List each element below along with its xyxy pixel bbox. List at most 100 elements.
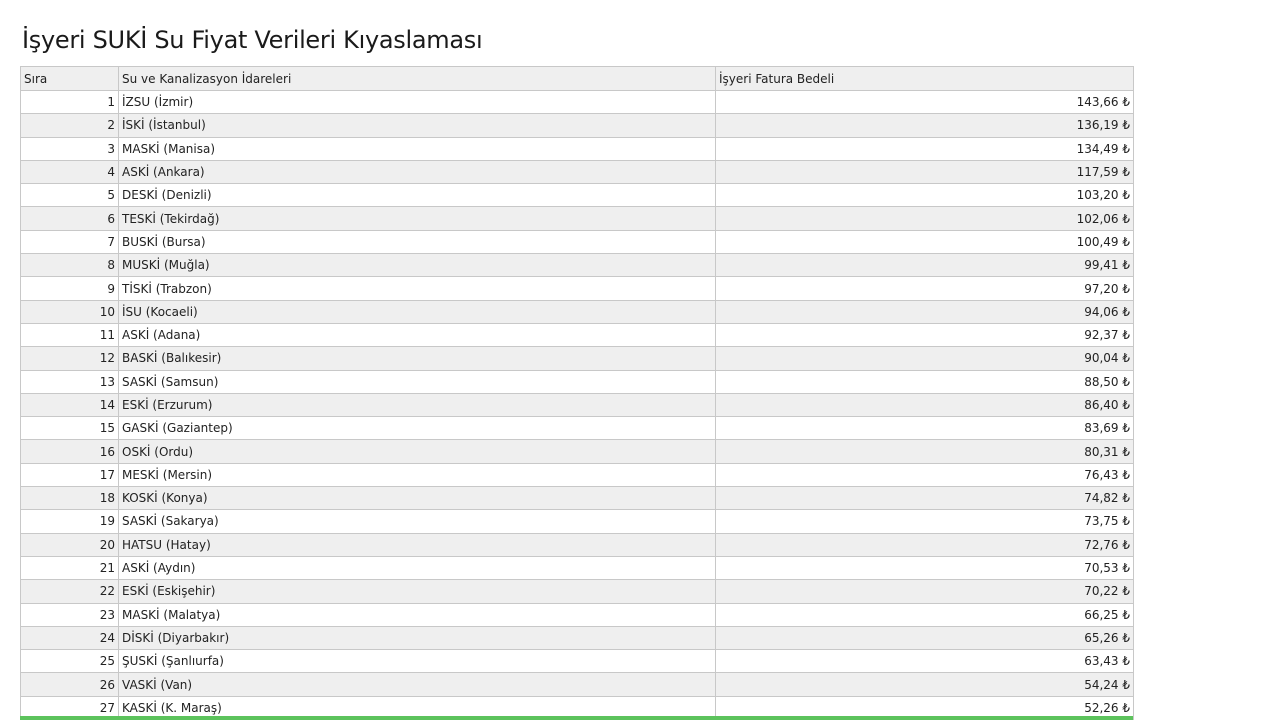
invoice-amount-cell: 70,22 ₺ <box>715 579 1134 604</box>
administration-cell: GASKİ (Gaziantep) <box>118 416 716 441</box>
administration-cell: KASKİ (K. Maraş) <box>118 695 716 720</box>
table-row: 21 ASKİ (Aydın) 70,53 ₺ <box>20 555 1134 581</box>
table-row: 18 KOSKİ (Konya) 74,82 ₺ <box>20 486 1134 511</box>
invoice-amount-cell: 100,49 ₺ <box>715 229 1134 255</box>
invoice-amount-cell: 143,66 ₺ <box>715 89 1134 115</box>
rank-cell: 19 <box>20 509 119 534</box>
administration-cell: BASKİ (Balıkesir) <box>118 346 716 371</box>
rank-cell: 17 <box>20 462 119 488</box>
table-row: 6 TESKİ (Tekirdağ) 102,06 ₺ <box>20 206 1134 231</box>
administration-cell: VASKİ (Van) <box>118 672 716 697</box>
rank-cell: 6 <box>20 206 119 231</box>
rank-cell: 26 <box>20 672 119 697</box>
administration-cell: SASKİ (Samsun) <box>118 369 716 394</box>
green-border-line <box>20 716 1133 720</box>
administration-cell: İSKİ (İstanbul) <box>118 113 716 138</box>
rank-cell: 10 <box>20 299 119 324</box>
administration-cell: DESKİ (Denizli) <box>118 183 716 208</box>
table-row: 23 MASKİ (Malatya) 66,25 ₺ <box>20 602 1134 627</box>
table-row: 15 GASKİ (Gaziantep) 83,69 ₺ <box>20 416 1134 441</box>
table-row: 5 DESKİ (Denizli) 103,20 ₺ <box>20 183 1134 208</box>
administration-cell: KOSKİ (Konya) <box>118 486 716 511</box>
invoice-amount-cell: 88,50 ₺ <box>715 369 1134 394</box>
rank-cell: 18 <box>20 486 119 511</box>
administration-cell: ASKİ (Adana) <box>118 322 716 348</box>
rank-cell: 27 <box>20 695 119 720</box>
rank-cell: 13 <box>20 369 119 394</box>
administration-cell: ASKİ (Ankara) <box>118 159 716 185</box>
administration-cell: SASKİ (Sakarya) <box>118 509 716 534</box>
header-invoice-amount: İşyeri Fatura Bedeli <box>715 66 1134 91</box>
administration-cell: MESKİ (Mersin) <box>118 462 716 488</box>
rank-cell: 23 <box>20 602 119 627</box>
administration-cell: ASKİ (Aydın) <box>118 555 716 581</box>
rank-cell: 9 <box>20 276 119 301</box>
rank-cell: 7 <box>20 229 119 255</box>
table-row: 12 BASKİ (Balıkesir) 90,04 ₺ <box>20 346 1134 371</box>
invoice-amount-cell: 72,76 ₺ <box>715 532 1134 557</box>
table-row: 13 SASKİ (Samsun) 88,50 ₺ <box>20 369 1134 394</box>
administration-cell: MASKİ (Malatya) <box>118 602 716 627</box>
table-row: 19 SASKİ (Sakarya) 73,75 ₺ <box>20 509 1134 534</box>
administration-cell: OSKİ (Ordu) <box>118 439 716 464</box>
invoice-amount-cell: 70,53 ₺ <box>715 555 1134 581</box>
invoice-amount-cell: 74,82 ₺ <box>715 486 1134 511</box>
rank-cell: 12 <box>20 346 119 371</box>
table-row: 7 BUSKİ (Bursa) 100,49 ₺ <box>20 229 1134 255</box>
page-title: İşyeri SUKİ Su Fiyat Verileri Kıyaslamas… <box>22 26 483 54</box>
table-row: 4 ASKİ (Ankara) 117,59 ₺ <box>20 159 1134 185</box>
invoice-amount-cell: 103,20 ₺ <box>715 183 1134 208</box>
invoice-amount-cell: 90,04 ₺ <box>715 346 1134 371</box>
rank-cell: 4 <box>20 159 119 185</box>
price-table: Sıra Su ve Kanalizasyon İdareleri İşyeri… <box>20 66 1134 720</box>
table-row: 20 HATSU (Hatay) 72,76 ₺ <box>20 532 1134 557</box>
rank-cell: 20 <box>20 532 119 557</box>
administration-cell: İZSU (İzmir) <box>118 89 716 115</box>
invoice-amount-cell: 66,25 ₺ <box>715 602 1134 627</box>
invoice-amount-cell: 102,06 ₺ <box>715 206 1134 231</box>
table-row: 17 MESKİ (Mersin) 76,43 ₺ <box>20 462 1134 488</box>
table-row: 26 VASKİ (Van) 54,24 ₺ <box>20 672 1134 697</box>
rank-cell: 25 <box>20 649 119 674</box>
rank-cell: 16 <box>20 439 119 464</box>
invoice-amount-cell: 94,06 ₺ <box>715 299 1134 324</box>
administration-cell: ESKİ (Eskişehir) <box>118 579 716 604</box>
administration-cell: BUSKİ (Bursa) <box>118 229 716 255</box>
invoice-amount-cell: 65,26 ₺ <box>715 625 1134 651</box>
administration-cell: TİSKİ (Trabzon) <box>118 276 716 301</box>
table-row: 1 İZSU (İzmir) 143,66 ₺ <box>20 89 1134 115</box>
table-row: 10 İSU (Kocaeli) 94,06 ₺ <box>20 299 1134 324</box>
table-row: 9 TİSKİ (Trabzon) 97,20 ₺ <box>20 276 1134 301</box>
administration-cell: HATSU (Hatay) <box>118 532 716 557</box>
administration-cell: DİSKİ (Diyarbakır) <box>118 625 716 651</box>
invoice-amount-cell: 63,43 ₺ <box>715 649 1134 674</box>
table-row: 11 ASKİ (Adana) 92,37 ₺ <box>20 322 1134 348</box>
table-row: 22 ESKİ (Eskişehir) 70,22 ₺ <box>20 579 1134 604</box>
rank-cell: 8 <box>20 253 119 278</box>
table-row: 16 OSKİ (Ordu) 80,31 ₺ <box>20 439 1134 464</box>
invoice-amount-cell: 134,49 ₺ <box>715 136 1134 161</box>
invoice-amount-cell: 83,69 ₺ <box>715 416 1134 441</box>
rank-cell: 3 <box>20 136 119 161</box>
administration-cell: MUSKİ (Muğla) <box>118 253 716 278</box>
administration-cell: ŞUSKİ (Şanlıurfa) <box>118 649 716 674</box>
invoice-amount-cell: 117,59 ₺ <box>715 159 1134 185</box>
invoice-amount-cell: 92,37 ₺ <box>715 322 1134 348</box>
invoice-amount-cell: 136,19 ₺ <box>715 113 1134 138</box>
table-row: 8 MUSKİ (Muğla) 99,41 ₺ <box>20 253 1134 278</box>
table-row: 25 ŞUSKİ (Şanlıurfa) 63,43 ₺ <box>20 649 1134 674</box>
administration-cell: ESKİ (Erzurum) <box>118 392 716 418</box>
invoice-amount-cell: 86,40 ₺ <box>715 392 1134 418</box>
rank-cell: 11 <box>20 322 119 348</box>
administration-cell: İSU (Kocaeli) <box>118 299 716 324</box>
invoice-amount-cell: 99,41 ₺ <box>715 253 1134 278</box>
table-row: 2 İSKİ (İstanbul) 136,19 ₺ <box>20 113 1134 138</box>
rank-cell: 24 <box>20 625 119 651</box>
rank-cell: 5 <box>20 183 119 208</box>
invoice-amount-cell: 80,31 ₺ <box>715 439 1134 464</box>
table-row: 14 ESKİ (Erzurum) 86,40 ₺ <box>20 392 1134 418</box>
header-rank: Sıra <box>20 66 119 91</box>
header-administration: Su ve Kanalizasyon İdareleri <box>118 66 716 91</box>
table-row: 24 DİSKİ (Diyarbakır) 65,26 ₺ <box>20 625 1134 651</box>
rank-cell: 1 <box>20 89 119 115</box>
